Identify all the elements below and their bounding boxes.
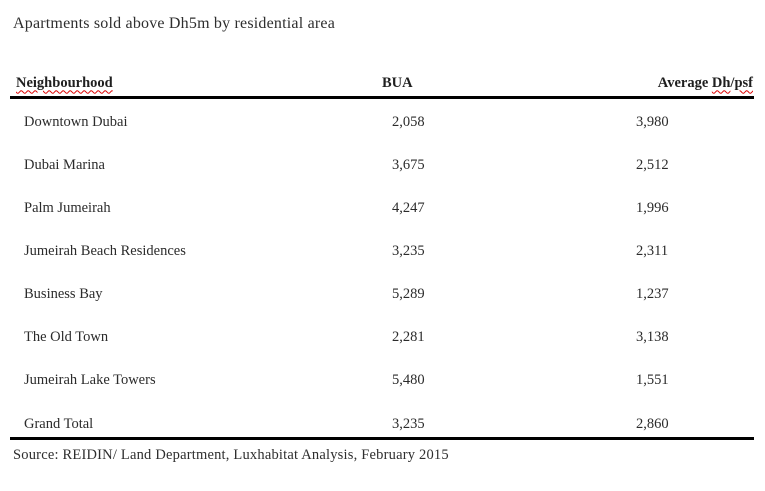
cell-average-dh-psf: 2,860 xyxy=(632,398,754,440)
column-header-neighbourhood: Neighbourhood xyxy=(10,73,382,99)
average-header-psf: psf xyxy=(734,74,753,91)
table-row: Jumeirah Lake Towers 5,480 1,551 xyxy=(10,355,754,398)
cell-average-dh-psf: 2,311 xyxy=(636,243,669,259)
cell-neighbourhood: Dubai Marina xyxy=(24,157,105,173)
cell-bua: 5,480 xyxy=(392,372,425,388)
page-title: Apartments sold above Dh5m by residentia… xyxy=(13,15,335,32)
cell-bua: 3,235 xyxy=(392,243,425,259)
average-header-dh: Dh xyxy=(711,74,731,91)
table-row: Dubai Marina 3,675 2,512 xyxy=(10,140,754,183)
table-row: The Old Town 2,281 3,138 xyxy=(10,312,754,355)
table-body: Downtown Dubai 2,058 3,980 Dubai Marina 3,67… xyxy=(10,97,754,440)
cell-neighbourhood: Grand Total xyxy=(10,398,382,440)
cell-average-dh-psf: 2,512 xyxy=(636,157,669,173)
cell-bua: 2,281 xyxy=(392,329,425,345)
column-header-average-dh-psf: Average Dh/psf xyxy=(632,73,754,99)
table-row: Palm Jumeirah 4,247 1,996 xyxy=(10,183,754,226)
neighbourhood-header-label: Neighbourhood xyxy=(16,74,113,91)
table-header-row: Neighbourhood BUA Average Dh/psf xyxy=(10,73,754,99)
cell-neighbourhood: Jumeirah Beach Residences xyxy=(24,243,186,259)
cell-bua: 3,235 xyxy=(382,398,632,440)
table-row: Downtown Dubai 2,058 3,980 xyxy=(10,97,754,140)
column-header-bua: BUA xyxy=(382,73,632,99)
cell-neighbourhood: Downtown Dubai xyxy=(24,114,128,130)
cell-neighbourhood: Jumeirah Lake Towers xyxy=(24,372,156,388)
cell-average-dh-psf: 1,996 xyxy=(636,200,669,216)
cell-bua: 5,289 xyxy=(392,286,425,302)
cell-bua: 3,675 xyxy=(392,157,425,173)
table-row: Grand Total 3,235 2,860 xyxy=(10,398,754,440)
cell-neighbourhood: Business Bay xyxy=(24,286,103,302)
cell-bua: 4,247 xyxy=(392,200,425,216)
average-header-prefix: Average xyxy=(657,74,712,91)
cell-average-dh-psf: 3,980 xyxy=(636,114,669,130)
cell-neighbourhood: The Old Town xyxy=(24,329,109,345)
source-note: Source: REIDIN/ Land Department, Luxhabi… xyxy=(13,446,449,463)
cell-neighbourhood: Palm Jumeirah xyxy=(24,200,111,216)
cell-average-dh-psf: 1,237 xyxy=(636,286,669,302)
table-row: Business Bay 5,289 1,237 xyxy=(10,269,754,312)
cell-average-dh-psf: 1,551 xyxy=(636,372,669,388)
cell-average-dh-psf: 3,138 xyxy=(636,329,669,345)
table-row: Jumeirah Beach Residences 3,235 2,311 xyxy=(10,226,754,269)
apartments-table: Neighbourhood BUA Average Dh/psf Downtow… xyxy=(10,73,754,440)
average-header-separator: / xyxy=(730,74,735,91)
cell-bua: 2,058 xyxy=(392,114,425,130)
